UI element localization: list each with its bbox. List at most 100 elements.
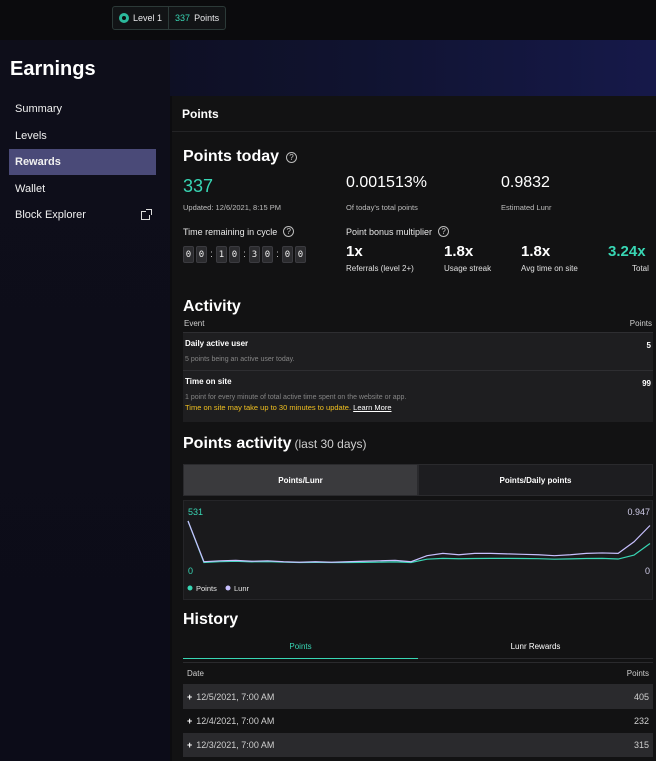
activity-row-desc: 5 points being an active user today. <box>185 356 295 363</box>
points-activity-subtitle: (last 30 days) <box>294 437 367 451</box>
sidebar-item-block-explorer[interactable]: Block Explorer <box>9 202 156 228</box>
sidebar-item-label: Block Explorer <box>15 209 86 221</box>
level-points-pill[interactable]: Level 1 337 Points <box>112 6 227 30</box>
main-panel: Points Points today ? 337 Updated: 12/6/… <box>172 96 656 761</box>
toggle-points-daily[interactable]: Points/Daily points <box>418 464 653 496</box>
history-row[interactable]: +12/3/2021, 7:00 AM 315 <box>183 733 653 757</box>
activity-row: Time on site 99 1 point for every minute… <box>183 370 653 422</box>
multiplier-avgtime-value: 1.8x <box>521 243 551 260</box>
history-row-date-cell: +12/4/2021, 7:00 AM <box>187 716 274 726</box>
expand-icon[interactable]: + <box>187 716 193 726</box>
timer-digit: 0 <box>183 246 194 263</box>
history-points: 405 <box>633 692 649 702</box>
sidebar-item-label: Wallet <box>15 182 46 195</box>
external-link-icon <box>141 208 152 220</box>
sidebar-item-label: Summary <box>15 103 63 115</box>
legend-swatch-points <box>187 585 193 591</box>
activity-row-note: Time on site may take up to 30 minutes t… <box>185 403 651 412</box>
points-label: Points <box>194 13 220 23</box>
multiplier-referrals-value: 1x <box>346 243 363 260</box>
activity-row-desc: 1 point for every minute of total active… <box>185 394 407 401</box>
level-segment: Level 1 <box>113 7 168 29</box>
y-left-min-label: 0 <box>188 566 193 576</box>
timer-digit: 0 <box>229 246 240 263</box>
points-activity-heading: Points activity <box>183 435 292 452</box>
estimated-lunr-label: Estimated Lunr <box>501 203 552 212</box>
timer-digit: 0 <box>262 246 273 263</box>
multiplier-avgtime-label: Avg time on site <box>521 264 578 273</box>
activity-header: Event Points <box>183 319 653 328</box>
top-bar: Level 1 337 Points <box>0 0 656 40</box>
history-row[interactable]: +12/5/2021, 7:00 AM 405 <box>183 685 653 709</box>
y-left-max-label: 531 <box>188 507 203 517</box>
history-row-date-cell: +12/3/2021, 7:00 AM <box>187 740 274 750</box>
help-icon[interactable]: ? <box>438 226 450 237</box>
sidebar-nav: Summary Levels Rewards Wallet Block Expl… <box>9 96 156 229</box>
tab-lunr-rewards[interactable]: Lunr Rewards <box>418 635 653 659</box>
points-today-value: 337 <box>183 176 214 196</box>
history-row[interactable]: +12/4/2021, 7:00 AM 232 <box>183 709 653 733</box>
sidebar-item-summary[interactable]: Summary <box>9 96 156 122</box>
sidebar-item-label: Levels <box>15 129 47 142</box>
activity-row-title: Time on site <box>185 377 232 386</box>
learn-more-link[interactable]: Learn More <box>353 403 392 412</box>
y-right-min-label: 0 <box>645 566 650 576</box>
help-icon[interactable]: ? <box>286 151 298 163</box>
points-activity-title: Points activity (last 30 days) <box>183 435 367 453</box>
points-segment: 337 Points <box>168 7 225 29</box>
timer-digit: 3 <box>249 246 260 263</box>
points-activity-chart: 531 0 0.947 0 Points Lunr <box>183 500 653 600</box>
estimated-lunr-value: 0.9832 <box>501 174 550 191</box>
timer-colon: : <box>243 249 246 260</box>
col-event: Event <box>184 319 205 328</box>
history-title: History <box>183 611 239 628</box>
multiplier-referrals-label: Referrals (level 2+) <box>346 264 414 273</box>
activity-row-value: 5 <box>646 341 651 350</box>
chart-toggle: Points/Lunr Points/Daily points <box>183 464 653 496</box>
series-line-points <box>187 520 651 564</box>
expand-icon[interactable]: + <box>187 740 193 750</box>
activity-note-text: Time on site may take up to 30 minutes t… <box>185 403 352 412</box>
timer-digit: 1 <box>216 246 227 263</box>
help-icon[interactable]: ? <box>283 226 295 237</box>
activity-row-value: 99 <box>642 379 651 388</box>
total-pct-label: Of today's total points <box>346 203 418 212</box>
timer-colon: : <box>276 249 279 260</box>
history-tabs: Points Lunr Rewards <box>183 635 653 659</box>
activity-row: Daily active user 5 5 points being an ac… <box>183 332 653 370</box>
history-date: 12/5/2021, 7:00 AM <box>196 692 275 702</box>
multiplier-text: Point bonus multiplier <box>346 226 433 237</box>
legend-label-lunr: Lunr <box>234 584 250 593</box>
sidebar-title: Earnings <box>10 58 96 80</box>
series-line-lunr <box>187 520 651 563</box>
sidebar-item-label: Rewards <box>15 156 61 168</box>
timer-digit: 0 <box>282 246 293 263</box>
history-rows: +12/5/2021, 7:00 AM 405 +12/4/2021, 7:00… <box>183 685 653 757</box>
y-right-max-label: 0.947 <box>627 507 650 517</box>
activity-table: Event Points Daily active user 5 5 point… <box>183 319 653 422</box>
content: Points today ? 337 Updated: 12/6/2021, 8… <box>183 132 653 757</box>
sidebar-item-rewards[interactable]: Rewards <box>9 149 156 175</box>
points-today-title: Points today ? <box>183 148 298 166</box>
history-points: 315 <box>633 740 649 750</box>
timer-colon: : <box>210 249 213 260</box>
history-date: 12/3/2021, 7:00 AM <box>196 740 275 750</box>
sidebar-item-wallet[interactable]: Wallet <box>9 176 156 202</box>
history-header: Date Points <box>183 662 653 685</box>
level-label: Level 1 <box>133 13 163 23</box>
toggle-points-lunr[interactable]: Points/Lunr <box>183 464 418 496</box>
history-points: 232 <box>633 716 649 726</box>
multiplier-label: Point bonus multiplier ? <box>346 226 450 237</box>
sidebar-item-levels[interactable]: Levels <box>9 123 156 149</box>
expand-icon[interactable]: + <box>187 692 193 702</box>
activity-row-title: Daily active user <box>185 339 249 348</box>
history-date: 12/4/2021, 7:00 AM <box>196 716 275 726</box>
col-points: Points <box>626 669 649 678</box>
tab-points[interactable]: Points <box>183 635 418 659</box>
multiplier-total-label: Total <box>632 264 649 273</box>
level-badge-icon <box>119 13 129 23</box>
multiplier-total-value: 3.24x <box>608 243 646 260</box>
timer-digit: 0 <box>196 246 207 263</box>
history-table: Date Points +12/5/2021, 7:00 AM 405 +12/… <box>183 662 653 757</box>
